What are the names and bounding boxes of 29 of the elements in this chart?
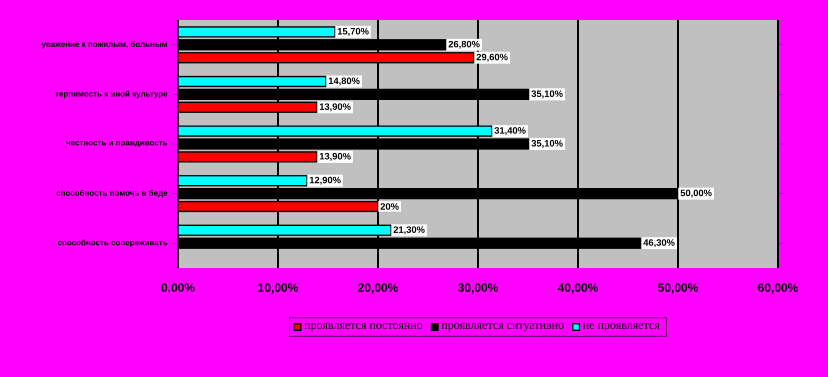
legend-label: не проявляется <box>583 323 660 332</box>
data-label: 35,10% <box>531 90 563 98</box>
data-label: 13,90% <box>320 103 351 112</box>
x-tick-label: 20,00% <box>358 283 398 294</box>
y-tick-label: способность помочь в беде <box>56 190 168 198</box>
data-label: 12,90% <box>310 176 341 185</box>
data-label: 35,10% <box>531 140 563 148</box>
x-tick-label: 40,00% <box>558 283 598 294</box>
x-tick-label: 30,00% <box>458 283 498 294</box>
x-tick-label: 0,00% <box>161 283 195 294</box>
data-label: 26,80% <box>448 40 480 49</box>
x-tick-label: 10,00% <box>258 283 298 294</box>
data-label: 13,90% <box>320 152 351 161</box>
data-label: 20% <box>380 203 399 210</box>
data-label: 21,30% <box>394 226 425 234</box>
legend-label: проявляется ситуативно <box>442 323 564 332</box>
data-label: 50,00% <box>680 190 712 198</box>
x-tick-label: 60,00% <box>758 283 798 294</box>
data-label: 31,40% <box>494 127 526 136</box>
y-tick-label: терпимость к иной культуре <box>55 90 168 98</box>
y-tick-label: уважение к пожилым, больным <box>42 41 168 49</box>
data-label: 46,30% <box>643 239 675 248</box>
data-label: 15,70% <box>338 28 369 36</box>
data-label: 14,80% <box>328 78 360 86</box>
x-tick-label: 50,00% <box>658 283 698 294</box>
y-tick-label: честность и правдивость <box>66 140 168 147</box>
legend-label: проявляется постоянно <box>304 323 422 332</box>
y-tick-label: способность сопереживать <box>58 239 168 247</box>
data-label: 29,60% <box>476 54 508 62</box>
